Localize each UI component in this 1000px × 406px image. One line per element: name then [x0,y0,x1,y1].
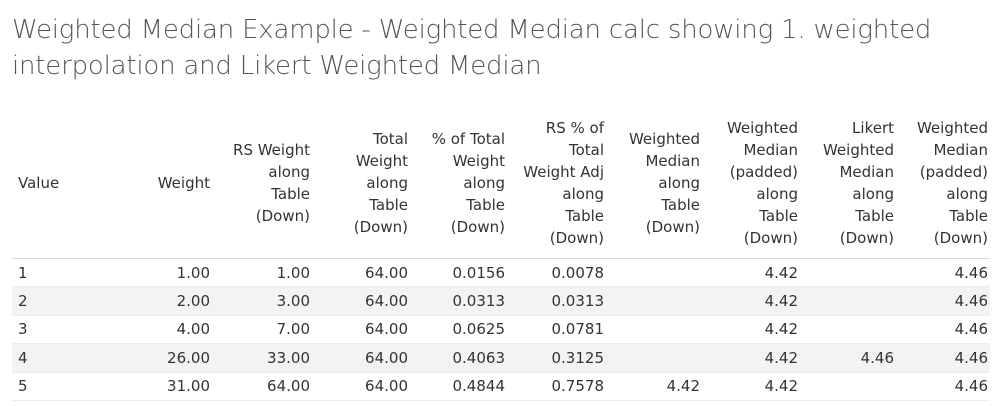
table-cell: 0.0078 [507,258,606,288]
column-header-weight[interactable]: Weight [157,174,210,192]
table-cell: 0.0313 [507,286,606,316]
table-cell: 4.46 [896,372,990,401]
table-cell: 26.00 [112,343,212,373]
table-row: 3 4.00 7.00 64.00 0.0625 0.0781 4.42 4.4… [12,315,990,345]
table-cell: 3 [12,315,112,345]
table-cell: 0.0313 [410,286,507,316]
table-cell: 4.42 [702,258,800,288]
table-cell: 1.00 [112,258,212,288]
header-row: Value Weight RS Weight along Table (Down… [12,108,990,259]
table-cell: 4.42 [702,286,800,316]
table-cell: 4.42 [702,372,800,401]
column-header-weighted-median-padded[interactable]: Weighted Median (padded) along Table (Do… [726,119,798,247]
table-cell: 0.0781 [507,315,606,345]
table-cell: 4.46 [896,343,990,373]
table-cell: 0.7578 [507,372,606,401]
table-cell: 2.00 [112,286,212,316]
table-cell: 5 [12,372,112,401]
table-cell: 4.42 [702,343,800,373]
table-cell [606,343,702,373]
column-header-weighted-median[interactable]: Weighted Median along Table (Down) [628,130,700,236]
table-cell: 3.00 [212,286,312,316]
table-cell: 0.3125 [507,343,606,373]
table-cell: 4.46 [896,315,990,345]
table-cell: 0.0625 [410,315,507,345]
column-header-likert-weighted-median[interactable]: Likert Weighted Median along Table (Down… [822,119,894,247]
table-cell: 7.00 [212,315,312,345]
table-cell: 64.00 [312,315,410,345]
table-cell: 33.00 [212,343,312,373]
table-cell: 4.42 [606,372,702,401]
table-cell: 4.42 [702,315,800,345]
table-cell: 1.00 [212,258,312,288]
table-cell: 64.00 [312,343,410,373]
table-cell: 0.0156 [410,258,507,288]
table-row: 5 31.00 64.00 64.00 0.4844 0.7578 4.42 4… [12,372,990,401]
column-header-total-weight[interactable]: Total Weight along Table (Down) [353,130,408,236]
table-row: 4 26.00 33.00 64.00 0.4063 0.3125 4.42 4… [12,343,990,373]
table-cell: 2 [12,286,112,316]
table-row: 1 1.00 1.00 64.00 0.0156 0.0078 4.42 4.4… [12,258,990,288]
table-cell [800,286,896,316]
table-cell [606,315,702,345]
column-header-value[interactable]: Value [18,174,60,192]
table-cell: 64.00 [312,258,410,288]
data-table: Value Weight RS Weight along Table (Down… [12,108,990,401]
table-cell: 4.46 [896,258,990,288]
page-title: Weighted Median Example - Weighted Media… [12,15,932,81]
table-cell [606,286,702,316]
table-cell [800,372,896,401]
table-cell [606,258,702,288]
column-header-pct-total-weight[interactable]: % of Total Weight along Table (Down) [431,130,505,236]
table-cell: 64.00 [212,372,312,401]
column-header-rs-pct-total-weight-adj[interactable]: RS % of Total Weight Adj along Table (Do… [523,119,604,247]
table-cell: 64.00 [312,286,410,316]
table-cell: 1 [12,258,112,288]
table-row: 2 2.00 3.00 64.00 0.0313 0.0313 4.42 4.4… [12,286,990,316]
table-cell: 4.46 [800,343,896,373]
column-header-weighted-median-padded-2[interactable]: Weighted Median (padded) along Table (Do… [916,119,988,247]
table-cell: 0.4063 [410,343,507,373]
table-cell: 4 [12,343,112,373]
table-cell [800,258,896,288]
table-cell: 4.46 [896,286,990,316]
column-header-rs-weight[interactable]: RS Weight along Table (Down) [233,141,310,225]
table-cell: 4.00 [112,315,212,345]
table-cell [800,315,896,345]
table-cell: 31.00 [112,372,212,401]
table-cell: 64.00 [312,372,410,401]
table-cell: 0.4844 [410,372,507,401]
